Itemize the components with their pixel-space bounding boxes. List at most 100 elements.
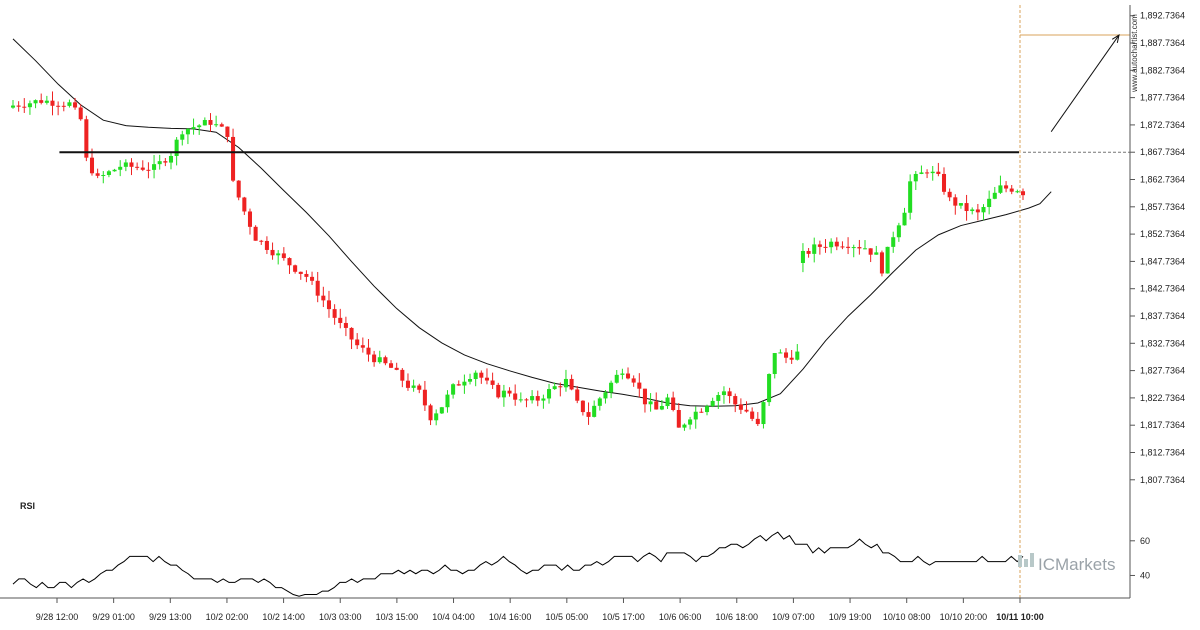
candle-body (879, 252, 884, 274)
rsi-label: RSI (20, 501, 35, 511)
candle-body (750, 411, 755, 419)
candle-body (654, 401, 659, 410)
candle-body (39, 100, 44, 103)
levels (59, 5, 1130, 598)
candle-body (106, 171, 111, 175)
candle-body (958, 203, 963, 206)
candle-body (541, 398, 546, 401)
candle-body (659, 406, 664, 410)
candle-body (840, 246, 845, 248)
candle-body (434, 413, 439, 421)
candle-body (16, 105, 21, 107)
x-tick-label: 10/6 18:00 (715, 612, 758, 622)
candle-body (372, 354, 377, 363)
x-tick-label: 10/3 03:00 (319, 612, 362, 622)
y-tick-label: 1,862.7364 (1140, 175, 1185, 185)
candle-body (321, 295, 326, 301)
candle-body (456, 384, 461, 386)
candle-body (1020, 191, 1026, 196)
candle-body (236, 180, 241, 198)
candle-body (829, 241, 834, 248)
candle-body (219, 124, 224, 127)
candle-body (535, 396, 540, 401)
candle-body (332, 309, 337, 318)
y-tick-label: 1,807.7364 (1140, 475, 1185, 485)
candle-body (439, 407, 444, 414)
candle-body (891, 237, 896, 247)
candle-body (95, 173, 100, 176)
candle-body (377, 357, 382, 363)
candles (10, 91, 1026, 431)
candle-body (484, 377, 489, 381)
candle-body (383, 357, 388, 364)
y-tick-label: 1,837.7364 (1140, 311, 1185, 321)
candle-body (902, 212, 907, 226)
candle-body (761, 402, 766, 425)
candle-body (67, 102, 72, 106)
y-tick-label: 1,852.7364 (1140, 229, 1185, 239)
candle-body (140, 167, 145, 170)
candle-body (913, 173, 918, 182)
candle-body (163, 161, 168, 163)
y-tick-label: 1,887.7364 (1140, 38, 1185, 48)
candle-body (197, 125, 202, 128)
y-tick-label: 1,832.7364 (1140, 338, 1185, 348)
broker-logo: ICMarkets (1018, 553, 1115, 574)
candle-body (507, 390, 512, 394)
candle-body (445, 394, 450, 408)
x-tick-label: 10/5 05:00 (546, 612, 589, 622)
candle-body (400, 369, 405, 381)
candle-body (733, 396, 738, 405)
candle-body (360, 345, 365, 348)
candle-body (73, 102, 78, 108)
candle-body (276, 253, 281, 256)
candle-body (1004, 185, 1009, 189)
candle-body (857, 247, 862, 249)
candle-body (936, 171, 941, 174)
watermark: www.autochartist.com (1130, 14, 1139, 93)
candle-body (366, 347, 371, 355)
moving-average (12, 38, 1052, 407)
forecast-arrow (1050, 34, 1120, 132)
candle-body (389, 363, 394, 368)
x-tick-label: 9/29 01:00 (92, 612, 135, 622)
candle-body (846, 246, 851, 248)
candle-body (642, 388, 647, 405)
candle-body (800, 250, 805, 263)
candle-body (981, 207, 986, 213)
x-tick-label: 10/11 10:00 (996, 612, 1044, 622)
candle-body (716, 395, 721, 401)
candle-body (326, 300, 331, 310)
candle-body (772, 353, 777, 375)
candle-body (789, 357, 794, 360)
candle-body (688, 419, 693, 425)
candle-body (563, 378, 568, 388)
candle-body (349, 327, 354, 340)
candle-body (614, 374, 619, 383)
candle-body (930, 171, 935, 174)
candle-body (50, 100, 55, 106)
candle-body (795, 351, 800, 360)
candle-body (868, 248, 873, 255)
x-axis: 9/28 12:00 9/29 01:00 9/29 13:00 10/2 02:00… (0, 597, 1130, 622)
candle-body (1009, 188, 1014, 192)
candle-body (22, 106, 27, 108)
x-tick-label: 10/5 17:00 (602, 612, 645, 622)
candle-body (767, 374, 772, 403)
candle-body (78, 107, 83, 120)
candle-body (310, 276, 315, 281)
candle-body (281, 253, 286, 259)
candle-body (705, 406, 710, 413)
candle-body (135, 166, 140, 168)
candle-body (428, 405, 433, 421)
candle-body (123, 162, 128, 167)
candle-body (247, 211, 253, 227)
candle-body (547, 389, 552, 399)
logo-bar-icon (1030, 553, 1034, 567)
candle-body (501, 390, 506, 398)
x-tick-label: 10/4 16:00 (489, 612, 532, 622)
rsi-tick-label: 40 (1140, 570, 1150, 580)
candle-body (33, 100, 38, 104)
candle-body (146, 169, 151, 171)
candle-body (61, 105, 66, 107)
